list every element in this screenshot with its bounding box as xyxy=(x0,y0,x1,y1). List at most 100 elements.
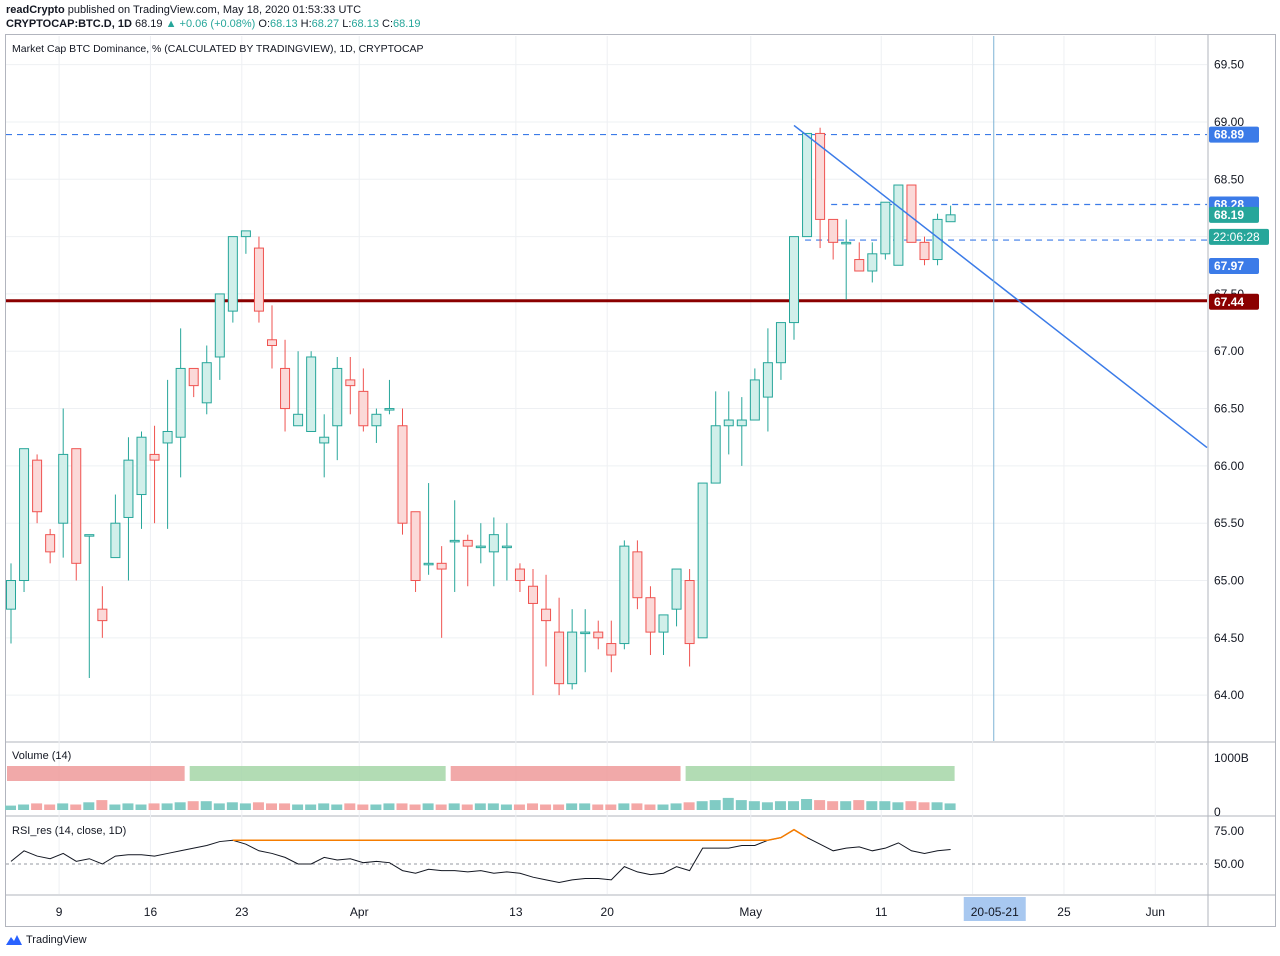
y-tick-label: 66.00 xyxy=(1214,459,1244,473)
symbol-name[interactable]: CRYPTOCAP:BTC.D, 1D xyxy=(6,18,132,30)
candle-body xyxy=(841,241,852,245)
candle-body xyxy=(567,631,578,685)
volume-bar xyxy=(527,803,538,810)
volume-bar xyxy=(461,804,473,810)
volume-bar xyxy=(266,803,277,810)
candle-body xyxy=(32,459,43,513)
volume-bar xyxy=(840,801,852,810)
y-tick-label: 69.50 xyxy=(1214,58,1244,72)
countdown-label: 22:06:28 xyxy=(1213,230,1260,244)
x-tick-label: Jun xyxy=(1146,905,1165,919)
candle-body xyxy=(358,390,369,427)
footer-brand[interactable]: TradingView xyxy=(26,934,87,946)
price-badge xyxy=(1209,126,1259,143)
candle-body xyxy=(384,408,395,411)
candle-body xyxy=(293,413,304,427)
symbol-legend: CRYPTOCAP:BTC.D, 1D 68.19 ▲ +0.06 (+0.08… xyxy=(6,18,421,30)
candle-body xyxy=(449,539,460,543)
volume-bar xyxy=(814,800,826,810)
volume-bar xyxy=(161,803,173,810)
y-tick-label: 64.00 xyxy=(1214,688,1244,702)
y-tick-label: 66.50 xyxy=(1214,402,1244,416)
volume-bar xyxy=(174,802,186,810)
candle-body xyxy=(749,379,760,421)
low-label: L: xyxy=(342,18,352,30)
price-badge xyxy=(1209,258,1259,275)
price-badge-label: 67.44 xyxy=(1214,295,1244,309)
volume-bar xyxy=(709,800,721,810)
x-tick-label: 9 xyxy=(56,905,63,919)
volume-bar xyxy=(540,804,552,810)
candle-body xyxy=(736,419,747,427)
candle-body xyxy=(253,247,264,312)
high-value: 68.27 xyxy=(311,18,340,30)
volume-bar xyxy=(683,802,695,810)
x-tick-label: 16 xyxy=(144,905,158,919)
volume-ma-band xyxy=(685,766,955,781)
volume-bar xyxy=(109,804,121,810)
candle-body xyxy=(723,419,734,427)
tradingview-logo-icon[interactable] xyxy=(6,935,22,945)
volume-bar xyxy=(722,797,734,810)
candle-body xyxy=(227,236,238,312)
candle-body xyxy=(149,453,160,461)
volume-bar xyxy=(122,803,134,810)
crosshair-date-badge xyxy=(963,897,1026,921)
candle-body xyxy=(606,643,617,656)
candle-body xyxy=(58,453,69,524)
volume-bar xyxy=(305,804,317,810)
volume-bar xyxy=(5,805,16,810)
candle-body xyxy=(815,132,826,220)
candle-body xyxy=(475,545,486,549)
candle-body xyxy=(893,184,904,266)
candle-body xyxy=(410,511,421,582)
y-tick-label: 68.50 xyxy=(1214,172,1244,186)
volume-bar xyxy=(918,802,930,810)
candle-body xyxy=(789,236,799,324)
candle-body xyxy=(84,534,95,537)
candle-body xyxy=(854,259,865,272)
trend-line xyxy=(793,124,1208,449)
rsi-overbought-segment xyxy=(232,828,808,841)
candle-body xyxy=(932,218,943,261)
volume-bar xyxy=(657,804,669,810)
volume-bar xyxy=(31,803,43,810)
footer: TradingView xyxy=(6,934,87,946)
volume-bar xyxy=(788,801,799,810)
publisher-name[interactable]: readCrypto xyxy=(6,4,65,16)
candle-body xyxy=(397,425,408,524)
volume-bar xyxy=(761,802,773,810)
candle-body xyxy=(110,522,121,559)
volume-bar xyxy=(905,801,917,810)
candle-body xyxy=(945,214,956,223)
price-badge-label: 67.97 xyxy=(1214,259,1244,273)
volume-bar xyxy=(409,804,421,810)
volume-bar xyxy=(774,801,786,810)
publish-info: readCrypto published on TradingView.com,… xyxy=(6,4,361,16)
candle-body xyxy=(19,448,30,582)
volume-bar xyxy=(57,803,69,810)
volume-bar xyxy=(344,803,356,810)
candle-body xyxy=(123,459,134,518)
candle-body xyxy=(762,362,773,398)
volume-bar xyxy=(370,804,382,810)
candle-body xyxy=(501,545,512,549)
volume-bar xyxy=(200,801,212,810)
candle-body xyxy=(541,608,552,622)
volume-bar xyxy=(618,803,630,810)
x-tick-label: 11 xyxy=(875,905,888,919)
volume-bar xyxy=(422,803,434,810)
rsi-title: RSI_res (14, close, 1D) xyxy=(12,825,126,837)
volume-bar xyxy=(605,804,617,810)
volume-bar xyxy=(292,804,304,810)
countdown-badge xyxy=(1209,228,1269,245)
volume-bar xyxy=(500,804,512,810)
candle-body xyxy=(436,562,447,570)
y-tick-label: 69.00 xyxy=(1214,115,1244,129)
x-tick-label: Apr xyxy=(350,905,369,919)
volume-bar xyxy=(866,801,878,810)
publish-text: published on TradingView.com, May 18, 20… xyxy=(67,4,362,16)
candle-body xyxy=(201,362,212,404)
volume-bar xyxy=(396,803,408,810)
